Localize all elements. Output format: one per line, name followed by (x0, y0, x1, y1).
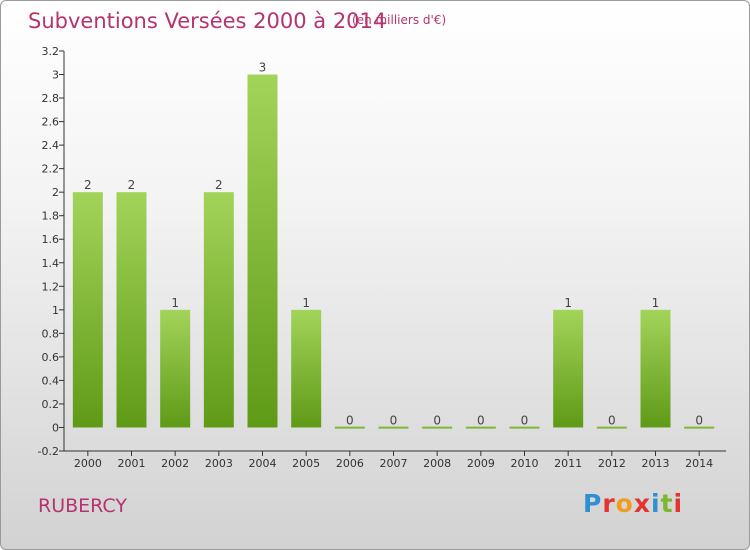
x-tick-label: 2009 (467, 457, 495, 470)
x-tick-label: 2003 (205, 457, 233, 470)
data-label: 2 (128, 178, 136, 192)
commune-name: RUBERCY (38, 495, 127, 517)
bar (116, 192, 147, 428)
logo-letter: o (615, 489, 634, 518)
x-tick-label: 2008 (423, 457, 451, 470)
y-tick-label: 2.4 (42, 139, 60, 152)
y-tick-label: 0.2 (42, 398, 60, 411)
data-label: 2 (215, 178, 223, 192)
data-label: 2 (84, 178, 92, 192)
y-tick-label: 3 (52, 69, 59, 82)
x-tick-label: 2004 (249, 457, 277, 470)
bar (291, 309, 322, 428)
bar (465, 426, 496, 429)
bar (160, 309, 191, 428)
y-tick-label: 1 (52, 304, 59, 317)
y-tick-label: 1.4 (42, 257, 60, 270)
chart-subtitle: (en milliers d'€) (352, 13, 447, 27)
y-tick-label: 3.2 (42, 45, 60, 58)
logo-letter: r (602, 489, 616, 518)
x-tick-label: 2000 (74, 457, 102, 470)
bar (72, 192, 103, 428)
x-tick-label: 2013 (642, 457, 670, 470)
data-label: 3 (259, 61, 267, 75)
x-tick-label: 2012 (598, 457, 626, 470)
data-label: 0 (346, 413, 354, 427)
x-tick-label: 2002 (161, 457, 189, 470)
y-tick-label: 1.2 (42, 280, 60, 293)
logo-letter: x (633, 489, 651, 518)
x-tick-label: 2010 (511, 457, 539, 470)
y-tick-label: -0.2 (38, 445, 59, 458)
y-tick-label: 0.8 (42, 327, 60, 340)
data-label: 0 (477, 413, 485, 427)
bar (684, 426, 715, 429)
bar (247, 74, 278, 428)
y-tick-label: 2.8 (42, 92, 60, 105)
y-tick-label: 0.4 (42, 374, 60, 387)
x-tick-label: 2006 (336, 457, 364, 470)
bar (334, 426, 365, 429)
x-tick-label: 2014 (685, 457, 713, 470)
data-label: 0 (695, 413, 703, 427)
proxiti-logo: Proxiti (583, 489, 683, 518)
bar (509, 426, 540, 429)
y-tick-label: 1.8 (42, 210, 60, 223)
bar (378, 426, 409, 429)
data-label: 0 (433, 413, 441, 427)
x-tick-label: 2005 (292, 457, 320, 470)
y-tick-label: 0 (52, 421, 59, 434)
data-label: 0 (608, 413, 616, 427)
logo-letter: t (660, 489, 674, 518)
data-label: 1 (564, 296, 572, 310)
bar (553, 309, 584, 428)
chart-title: Subventions Versées 2000 à 2014 (28, 9, 387, 33)
data-label: 0 (521, 413, 529, 427)
logo-letter: i (651, 489, 661, 518)
x-tick-label: 2011 (554, 457, 582, 470)
logo-letter: P (583, 489, 603, 518)
bar (422, 426, 453, 429)
data-label: 1 (302, 296, 310, 310)
data-label: 0 (390, 413, 398, 427)
y-tick-label: 1.6 (42, 233, 60, 246)
x-tick-label: 2001 (118, 457, 146, 470)
y-tick-label: 2.6 (42, 116, 60, 129)
bar (640, 309, 671, 428)
data-label: 1 (171, 296, 179, 310)
bar (596, 426, 627, 429)
y-tick-label: 0.6 (42, 351, 60, 364)
y-tick-label: 2 (52, 186, 59, 199)
x-tick-label: 2007 (380, 457, 408, 470)
bar (203, 192, 234, 428)
logo-letter: i (673, 489, 684, 518)
y-tick-label: 2.2 (42, 163, 60, 176)
data-label: 1 (652, 296, 660, 310)
